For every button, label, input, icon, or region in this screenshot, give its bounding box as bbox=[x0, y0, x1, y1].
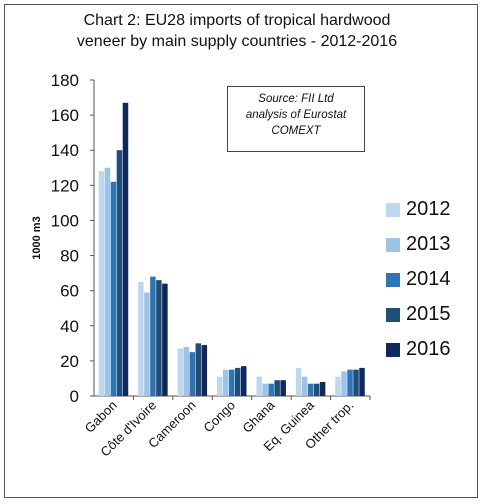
bar-2015-1 bbox=[156, 280, 162, 396]
legend-label: 2012 bbox=[406, 198, 451, 220]
y-tick-label: 80 bbox=[60, 247, 79, 266]
bar-2016-5 bbox=[319, 381, 326, 396]
bar-2012-6 bbox=[335, 376, 341, 396]
bar-2012-5 bbox=[295, 367, 302, 396]
bar-2013-5 bbox=[301, 376, 308, 396]
bar-2016-2 bbox=[201, 345, 208, 396]
source-note-line-3: COMEXT bbox=[271, 125, 321, 137]
y-tick-label: 40 bbox=[60, 317, 79, 336]
y-tick-label: 100 bbox=[51, 211, 79, 230]
chart-title-line-1: Chart 2: EU28 imports of tropical hardwo… bbox=[83, 12, 391, 29]
source-note: Source: FII Ltd analysis of Eurostat COM… bbox=[227, 86, 365, 152]
y-tick-label: 160 bbox=[51, 106, 79, 125]
bar-2015-3 bbox=[235, 367, 241, 396]
bar-2014-3 bbox=[229, 369, 235, 396]
bar-2013-1 bbox=[144, 292, 150, 396]
x-category-label: Congo bbox=[200, 398, 238, 436]
bar-2014-5 bbox=[307, 383, 314, 396]
bar-2015-5 bbox=[313, 383, 320, 396]
chart-title: Chart 2: EU28 imports of tropical hardwo… bbox=[0, 10, 474, 52]
y-tick-label: 20 bbox=[60, 352, 79, 371]
bar-2012-4 bbox=[256, 376, 262, 396]
bar-2013-4 bbox=[262, 383, 268, 396]
bar-2016-6 bbox=[359, 367, 365, 396]
y-tick-label: 60 bbox=[60, 282, 79, 301]
y-tick-label: 0 bbox=[70, 387, 79, 406]
legend-swatch bbox=[386, 202, 400, 217]
bar-2015-2 bbox=[195, 343, 202, 396]
legend-item-2016: 2016 bbox=[386, 332, 451, 367]
legend-swatch bbox=[386, 342, 400, 357]
legend-item-2012: 2012 bbox=[386, 192, 451, 227]
source-note-line-2: analysis of Eurostat bbox=[245, 109, 347, 121]
y-tick-label: 120 bbox=[51, 176, 79, 195]
chart-legend: 2012 2013 2014 2015 2016 bbox=[386, 192, 451, 367]
bar-2014-0 bbox=[110, 181, 117, 396]
legend-item-2013: 2013 bbox=[386, 227, 451, 262]
bar-2014-2 bbox=[189, 352, 196, 396]
x-category-label: Gabon bbox=[82, 398, 120, 436]
legend-item-2014: 2014 bbox=[386, 262, 451, 297]
bar-2016-0 bbox=[122, 102, 129, 397]
y-tick-label: 140 bbox=[51, 141, 79, 160]
legend-item-2015: 2015 bbox=[386, 297, 451, 332]
bar-2014-1 bbox=[150, 276, 156, 396]
bar-2012-2 bbox=[177, 348, 184, 396]
bar-2012-0 bbox=[98, 171, 105, 396]
bar-2013-3 bbox=[223, 369, 229, 396]
legend-label: 2015 bbox=[406, 303, 451, 325]
bar-2014-6 bbox=[347, 369, 353, 396]
legend-label: 2014 bbox=[406, 268, 451, 290]
legend-swatch bbox=[386, 272, 400, 287]
bar-2012-3 bbox=[217, 376, 223, 396]
bar-2015-4 bbox=[274, 380, 280, 396]
chart-title-line-2: veneer by main supply countries - 2012-2… bbox=[76, 33, 398, 50]
y-tick-label: 180 bbox=[51, 71, 79, 90]
y-axis-title: 1000 m3 bbox=[31, 216, 43, 259]
legend-label: 2013 bbox=[406, 233, 451, 255]
bar-2013-0 bbox=[104, 167, 111, 396]
bar-2015-0 bbox=[116, 150, 123, 396]
legend-label: 2016 bbox=[406, 338, 451, 360]
bar-2013-2 bbox=[183, 346, 190, 396]
legend-swatch bbox=[386, 307, 400, 322]
legend-swatch bbox=[386, 237, 400, 252]
source-note-line-1: Source: FII Ltd bbox=[258, 93, 334, 105]
bar-2014-4 bbox=[268, 383, 274, 396]
x-category-label: Ghana bbox=[239, 397, 278, 436]
bar-2012-1 bbox=[138, 281, 144, 396]
bar-2016-1 bbox=[162, 283, 168, 396]
bar-2016-4 bbox=[280, 380, 286, 396]
bar-2015-6 bbox=[353, 369, 359, 396]
bar-2016-3 bbox=[241, 366, 247, 396]
bar-2013-6 bbox=[341, 371, 347, 396]
